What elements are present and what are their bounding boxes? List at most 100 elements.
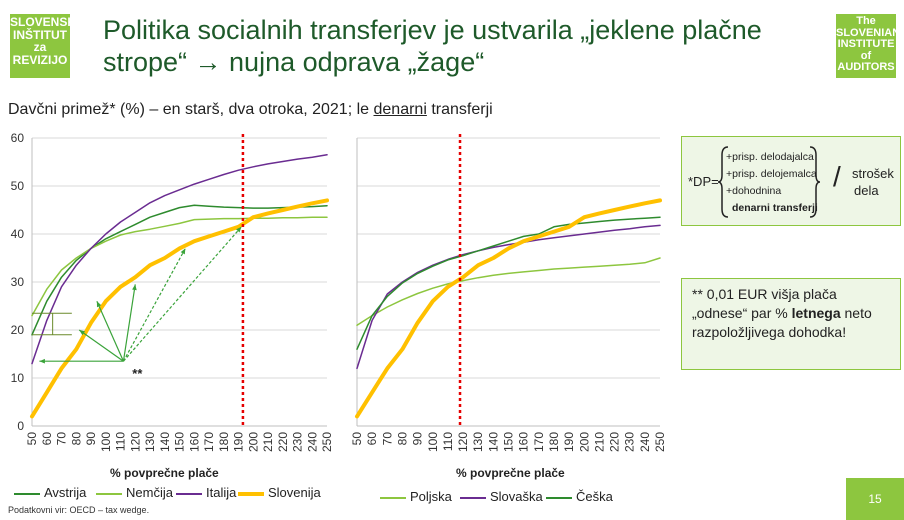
x-tick-label: 170 (202, 432, 216, 452)
note-bold: letnega (791, 305, 841, 321)
legend-item-ceska: Češka (546, 489, 613, 504)
subtitle-underlined: denarni (373, 101, 427, 118)
x-tick-label: 200 (577, 432, 591, 452)
dp-formula-box: *DP= +prisp. delodajalca +prisp. delojem… (681, 136, 901, 226)
dp-term-3: +dohodnina (726, 185, 782, 197)
dp-term-1: +prisp. delodajalca (726, 151, 814, 163)
x-tick-label: 250 (320, 432, 334, 452)
dp-term-4: denarni transferji (732, 202, 818, 214)
x-tick-label: 220 (608, 432, 622, 452)
chart-subtitle: Davčni primež* (%) – en starš, dva otrok… (8, 101, 493, 119)
y-tick-label: 50 (11, 179, 25, 193)
legend-label: Slovenija (268, 485, 321, 500)
subtitle-post: transferji (426, 101, 493, 118)
logo-left-line-3: za REVIZIJO (12, 40, 68, 67)
legend-item-nemcija: Nemčija (96, 485, 173, 500)
subtitle-pre: Davčni primež* (%) – en starš, dva otrok… (8, 101, 374, 118)
series-line-češka (356, 216, 661, 350)
x-tick-label: 230 (291, 432, 305, 452)
legend-swatch (14, 492, 40, 495)
annotation-label: ** (132, 366, 143, 381)
x-tick-label: 160 (187, 432, 201, 452)
annotation-arrow (78, 329, 124, 362)
x-tick-label: 180 (547, 432, 561, 452)
x-tick-label: 140 (486, 432, 500, 452)
y-tick-label: 40 (11, 227, 25, 241)
legend-swatch (380, 496, 406, 499)
legend-label: Slovaška (490, 489, 543, 504)
x-tick-label: 210 (261, 432, 275, 452)
legend-label: Češka (576, 489, 613, 504)
note-pre: ** 0,01 EUR višja plača „odnese“ par % (692, 286, 837, 321)
legend-item-slovaska: Slovaška (460, 489, 543, 504)
x-tick-label: 90 (84, 432, 98, 446)
legend-item-avstrija: Avstrija (14, 485, 86, 500)
x-tick-label: 180 (217, 432, 231, 452)
left-chart-xlabel: % povprečne plače (110, 466, 219, 480)
slovenski-institut-logo: SLOVENSKI INŠTITUT za REVIZIJO (10, 14, 80, 78)
legend-label: Avstrija (44, 485, 87, 500)
x-tick-label: 120 (128, 432, 142, 452)
y-tick-label: 30 (11, 275, 25, 289)
annotation-arrow (122, 284, 136, 362)
note-post: neto razpoložljivega dohodka! (692, 305, 872, 340)
note-box: ** 0,01 EUR višja plača „odnese“ par % l… (681, 278, 901, 370)
x-tick-label: 100 (426, 432, 440, 452)
dp-rhs-line-1: strošek (852, 166, 894, 181)
x-tick-label: 160 (517, 432, 531, 452)
dp-term-2: +prisp. delojemalca (726, 168, 817, 180)
legend-swatch (96, 492, 122, 495)
dp-bracket (717, 146, 821, 218)
x-tick-label: 70 (380, 432, 394, 446)
x-tick-label: 130 (471, 432, 485, 452)
logo-right-line-3: of AUDITORS (837, 49, 895, 74)
annotation-arrow (122, 248, 186, 362)
series-line-slovenija (30, 198, 329, 419)
y-tick-label: 20 (11, 323, 25, 337)
x-tick-label: 90 (411, 432, 425, 446)
logo-right-line-1: The SLOVENIAN (836, 15, 901, 39)
x-tick-label: 60 (365, 432, 379, 446)
slide-title: Politika socialnih transferjev je ustvar… (103, 15, 762, 77)
annotation-arrow-head (96, 301, 102, 308)
y-tick-label: 10 (11, 371, 25, 385)
x-tick-label: 50 (350, 432, 364, 446)
dp-rhs: strošek dela (852, 165, 894, 199)
legend-item-slovenija: Slovenija (238, 485, 321, 500)
x-tick-label: 100 (99, 432, 113, 452)
x-tick-label: 230 (623, 432, 637, 452)
right-chart-xlabel: % povprečne plače (456, 466, 565, 480)
dp-lhs: *DP= (688, 174, 719, 189)
page-number: 15 (846, 478, 904, 520)
y-tick-label: 60 (11, 131, 25, 145)
series-line-slovaška (356, 224, 661, 370)
dp-divider: / (833, 161, 841, 192)
annotation-arrow-head (39, 358, 45, 364)
logo-right-line-2: INSTITUTE (837, 38, 895, 51)
x-tick-label: 110 (114, 432, 128, 451)
x-tick-label: 140 (158, 432, 172, 452)
data-source: Podatkovni vir: OECD – tax wedge. (8, 505, 150, 515)
legend-swatch (546, 496, 572, 499)
legend-swatch (176, 492, 202, 495)
x-tick-label: 170 (532, 432, 546, 452)
dp-terms: +prisp. delodajalca +prisp. delojemalca … (726, 149, 818, 217)
x-tick-label: 60 (40, 432, 54, 446)
series-line-italija (31, 154, 328, 365)
x-tick-label: 200 (246, 432, 260, 452)
legend-label: Nemčija (126, 485, 173, 500)
legend-item-poljska: Poljska (380, 489, 452, 504)
legend-label: Italija (206, 485, 237, 500)
x-tick-label: 220 (276, 432, 290, 452)
x-tick-label: 150 (502, 432, 516, 452)
annotation-arrow-head (132, 284, 137, 291)
logo-left-line-1: SLOVENSKI (10, 15, 80, 29)
series-line-poljska (356, 257, 661, 326)
x-tick-label: 50 (25, 432, 39, 446)
x-tick-label: 250 (653, 432, 667, 452)
legend-label: Poljska (410, 489, 452, 504)
dp-rhs-line-2: dela (854, 183, 879, 198)
legend-swatch (460, 496, 486, 499)
x-tick-label: 240 (305, 432, 319, 452)
x-tick-label: 210 (592, 432, 606, 452)
